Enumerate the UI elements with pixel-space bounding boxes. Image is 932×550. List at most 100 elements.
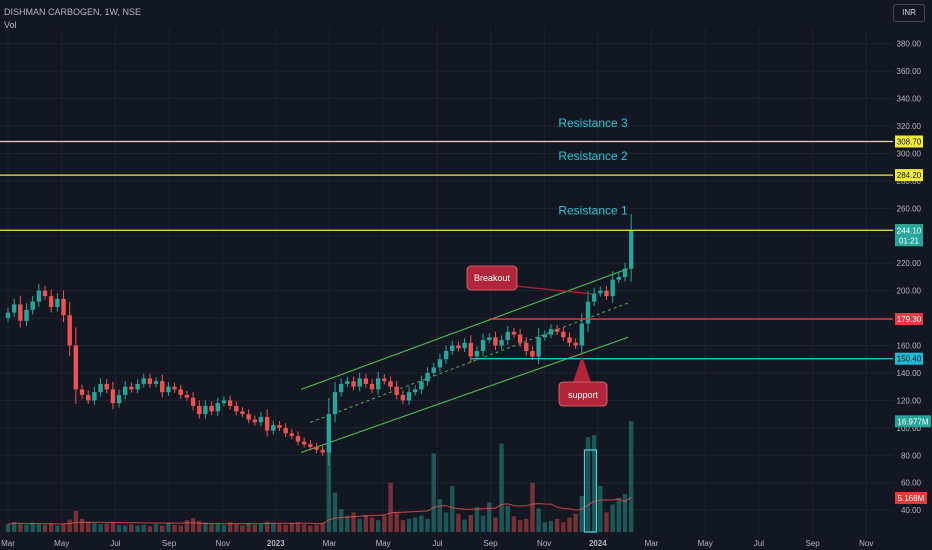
- x-tick-label: Jul: [110, 539, 120, 548]
- y-tick-label: 280.00: [897, 177, 922, 186]
- x-tick-label: Mar: [323, 539, 337, 548]
- volume-bar: [240, 525, 245, 532]
- volume-bar: [61, 524, 66, 532]
- candle-body: [493, 337, 498, 346]
- volume-bar: [628, 421, 634, 532]
- candle-body: [264, 416, 270, 431]
- volume-bar: [604, 512, 609, 532]
- volume-bar: [622, 494, 628, 532]
- volume-bar: [591, 435, 597, 532]
- volume-bar: [598, 486, 603, 532]
- y-tick-label: 340.00: [897, 95, 922, 104]
- volume-indicator-label[interactable]: Vol: [4, 20, 17, 30]
- support-callout-box: [558, 381, 608, 407]
- candle-body: [277, 425, 282, 428]
- candle-body: [79, 389, 85, 395]
- volume-bar: [67, 519, 72, 532]
- x-tick-label: Jul: [754, 539, 764, 548]
- volume-ma-label-box: [895, 492, 927, 504]
- candle-body: [474, 351, 480, 357]
- volume-bar: [271, 522, 276, 532]
- volume-bar: [314, 524, 319, 532]
- volume-ma-line: [7, 496, 632, 525]
- candle-body: [567, 337, 572, 343]
- volume-bar: [289, 523, 295, 532]
- candle-body: [604, 290, 609, 297]
- y-tick-label: 120.00: [897, 396, 922, 405]
- currency-button[interactable]: INR: [893, 4, 925, 22]
- candle-body: [197, 405, 202, 415]
- volume-bar: [221, 524, 227, 532]
- volume-bar: [400, 520, 406, 532]
- candle-body: [18, 304, 23, 321]
- candle-body: [332, 392, 338, 415]
- volume-bar: [548, 520, 554, 532]
- x-tick-label: 2023: [267, 539, 285, 548]
- volume-bar: [579, 495, 585, 532]
- candle-body: [462, 342, 467, 349]
- volume-ma-label: 5.168M: [898, 494, 925, 503]
- volume-bar: [203, 522, 208, 532]
- candle-body: [579, 323, 585, 346]
- y-tick-label: 80.00: [901, 451, 922, 460]
- volume-bar: [147, 526, 153, 532]
- volume-bar: [554, 518, 560, 532]
- channel-mid-line: [310, 302, 629, 423]
- last-price-box: [895, 224, 923, 247]
- candle-body: [246, 414, 251, 420]
- candle-body: [48, 296, 54, 308]
- candle-body: [308, 444, 313, 448]
- volume-bar: [178, 525, 183, 532]
- y-tick-label: 360.00: [897, 67, 922, 76]
- price-label-box: [895, 352, 923, 365]
- volume-label: 16.977M: [897, 417, 928, 426]
- volume-bar: [277, 524, 282, 532]
- candle-body: [345, 381, 350, 384]
- volume-bar: [166, 523, 171, 532]
- y-tick-label: 380.00: [897, 40, 922, 49]
- volume-bar: [92, 522, 97, 532]
- x-tick-label: Nov: [216, 539, 230, 548]
- candle-body: [530, 351, 535, 357]
- volume-bar: [567, 517, 572, 532]
- x-tick-label: May: [376, 539, 391, 548]
- x-tick-label: Jul: [432, 539, 442, 548]
- candle-body: [554, 329, 560, 332]
- x-tick-label: May: [698, 539, 713, 548]
- candle-body: [209, 405, 214, 412]
- volume-bar: [48, 523, 54, 532]
- candle-body: [376, 378, 381, 390]
- candle-body: [295, 436, 301, 442]
- y-tick-label: 40.00: [901, 506, 922, 515]
- candle-body: [400, 394, 406, 401]
- candle-body: [369, 383, 375, 390]
- volume-bar: [5, 524, 11, 532]
- candle-body: [190, 397, 196, 406]
- x-tick-label: May: [54, 539, 69, 548]
- volume-bar: [351, 512, 356, 532]
- y-tick-label: 200.00: [897, 287, 922, 296]
- candle-body: [178, 389, 183, 395]
- candle-body: [628, 230, 634, 269]
- candle-body: [573, 342, 578, 346]
- candle-body: [184, 394, 190, 398]
- candle-body: [443, 351, 449, 360]
- volume-bar: [215, 524, 220, 532]
- volume-bar: [499, 443, 504, 532]
- volume-bar: [413, 517, 418, 532]
- volume-bar: [357, 518, 362, 532]
- candle-body: [240, 411, 245, 415]
- candle-body: [480, 340, 486, 352]
- candle-body: [42, 290, 48, 297]
- last-price-label: 244.10: [897, 226, 922, 235]
- volume-bar: [141, 524, 146, 532]
- x-tick-label: Nov: [859, 539, 873, 548]
- support-pointer: [573, 356, 591, 382]
- candle-body: [394, 386, 399, 395]
- candle-body: [55, 298, 60, 308]
- volume-bar: [616, 497, 622, 532]
- volume-bar: [456, 513, 461, 532]
- volume-bar: [18, 523, 23, 532]
